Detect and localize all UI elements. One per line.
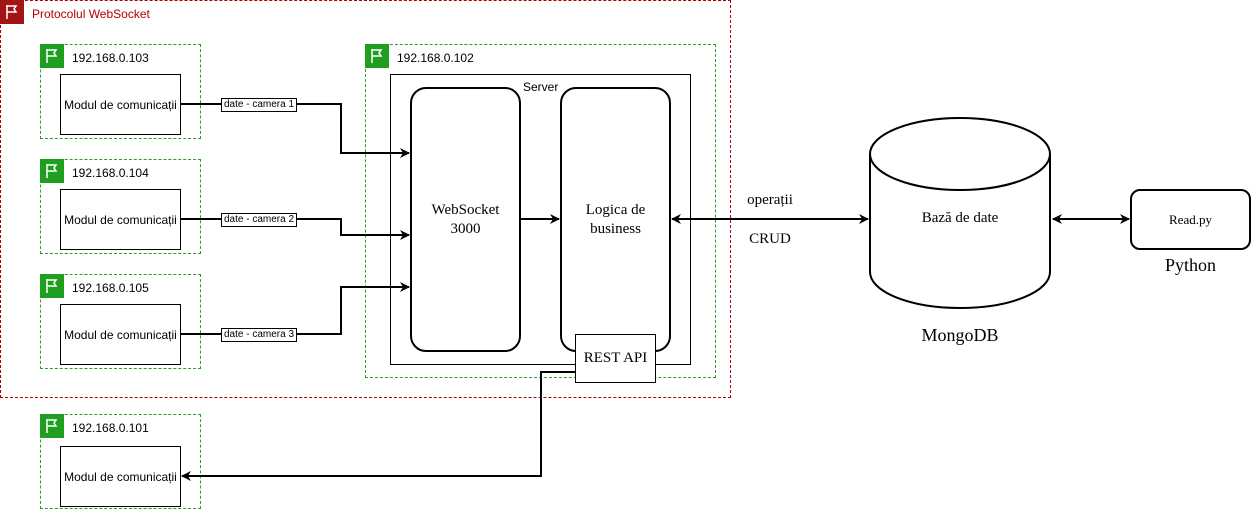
flag-icon [40,274,64,298]
crud-label: CRUD [749,231,791,247]
host-ip-label: 192.168.0.105 [72,281,149,295]
host-group-105 [40,274,201,369]
edge-camera-3 [181,282,410,335]
server-ip-label: 192.168.0.102 [397,51,474,65]
flag-icon [40,159,64,183]
websocket-protocol-label: Protocolul WebSocket [32,7,150,21]
host-group-101 [40,414,201,509]
edge-label-camera-3: date - camera 3 [221,328,298,342]
communication-module-101[interactable]: Modul de comunicații [60,446,181,507]
flag-icon [365,44,389,68]
flag-icon [40,44,64,68]
communication-module-105[interactable]: Modul de comunicații [60,304,181,365]
database-label: Bază de date [921,210,999,226]
crud-operations-label: operații [747,192,793,208]
database-cylinder[interactable] [868,116,1054,312]
communication-module-103[interactable]: Modul de comunicații [60,74,181,135]
edge-label-camera-1: date - camera 1 [221,98,298,112]
business-logic-component[interactable]: Logica de business [560,87,671,352]
python-caption: Python [1164,255,1216,275]
host-ip-label: 192.168.0.101 [72,421,149,435]
read-py-box[interactable]: Read.py [1130,189,1251,250]
host-group-104 [40,159,201,254]
host-group-103 [40,44,201,139]
server-label: Server [523,80,559,94]
rest-api-box[interactable]: REST API [575,334,656,383]
edge-label-camera-2: date - camera 2 [221,213,298,227]
host-ip-label: 192.168.0.104 [72,166,149,180]
flag-icon [0,0,24,24]
host-ip-label: 192.168.0.103 [72,51,149,65]
flag-icon [40,414,64,438]
websocket-component[interactable]: WebSocket 3000 [410,87,521,352]
communication-module-104[interactable]: Modul de comunicații [60,189,181,250]
edge-rest-to-101 [181,371,575,481]
mongodb-caption: MongoDB [921,325,999,345]
websocket-protocol-group [0,0,731,398]
